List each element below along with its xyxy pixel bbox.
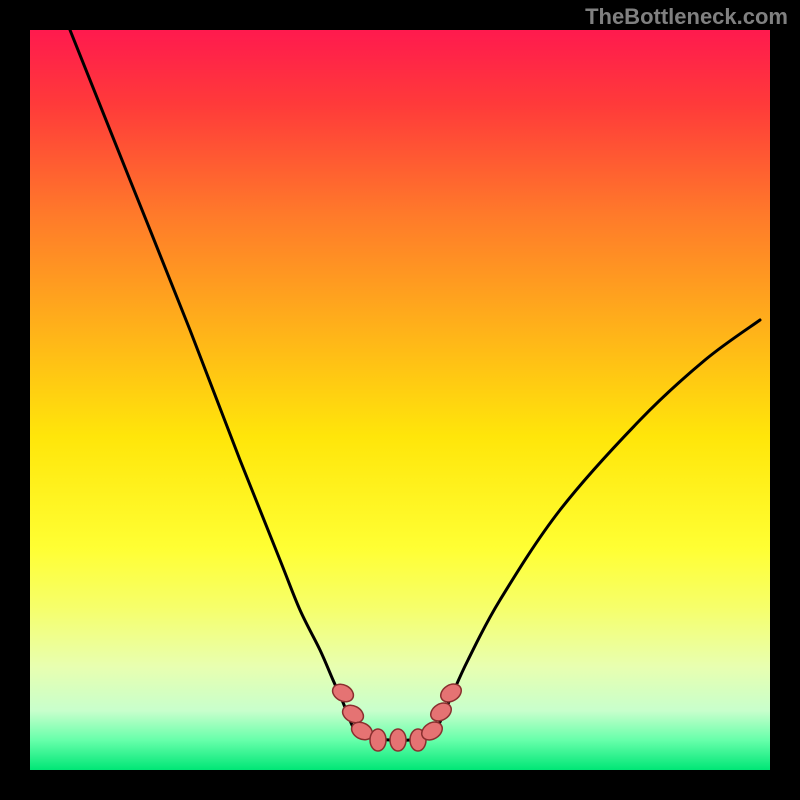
curve-path (70, 30, 760, 740)
plot-area (30, 30, 770, 770)
trough-marker (427, 699, 454, 724)
trough-marker (390, 729, 406, 751)
trough-markers (330, 680, 465, 751)
trough-marker (370, 729, 386, 751)
watermark-text: TheBottleneck.com (585, 4, 788, 30)
bottleneck-curve (30, 30, 770, 770)
chart-stage: TheBottleneck.com (0, 0, 800, 800)
trough-marker (437, 680, 464, 705)
